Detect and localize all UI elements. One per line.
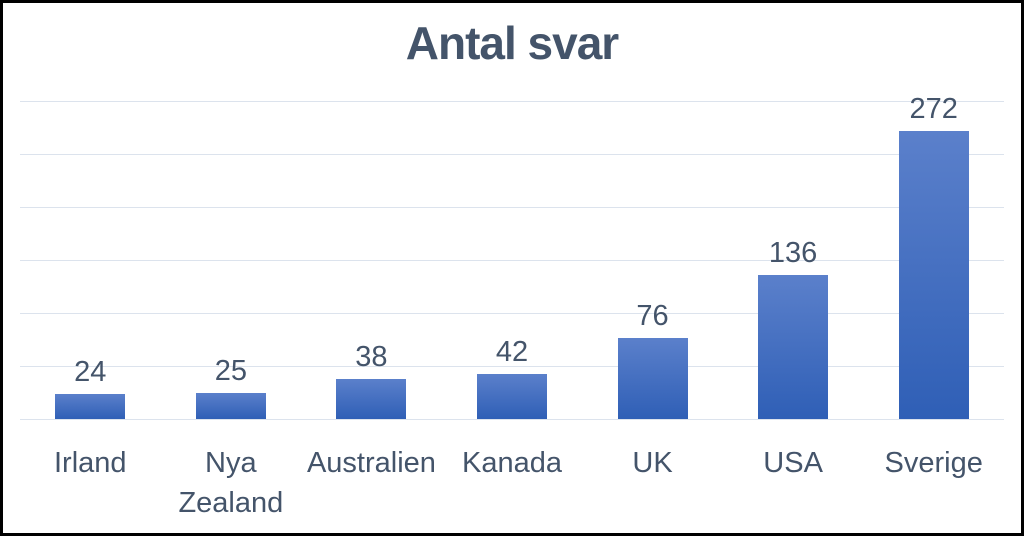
bar-value-label: 25 xyxy=(214,354,247,387)
bar-value-label: 38 xyxy=(355,340,388,373)
bar-sverige xyxy=(898,130,969,419)
category-label-kanada: Kanada xyxy=(461,447,562,479)
plot-area: 24 Irland 25 Nya Zealand 38 Australien 42 Kanad… xyxy=(3,3,1021,533)
y-gridline xyxy=(20,207,1004,208)
bar-irland xyxy=(55,393,126,419)
bar-australien xyxy=(336,378,407,419)
y-gridline xyxy=(20,101,1004,102)
y-gridline xyxy=(20,366,1004,367)
bar-value-label: 24 xyxy=(74,355,107,388)
category-label-nya-zealand: Nya Zealand xyxy=(178,447,284,519)
category-label-usa: USA xyxy=(763,447,823,479)
y-gridline xyxy=(20,154,1004,155)
category-label-australien: Australien xyxy=(306,447,436,479)
y-gridline xyxy=(20,419,1004,420)
bar-nya-zealand xyxy=(195,392,266,419)
bar-value-label: 76 xyxy=(636,300,669,333)
y-gridline xyxy=(20,313,1004,314)
y-gridline xyxy=(20,260,1004,261)
chart-title: Antal svar xyxy=(405,17,619,69)
bar-value-label: 136 xyxy=(768,236,818,269)
category-label-irland: Irland xyxy=(54,447,127,479)
bar-usa xyxy=(758,274,829,419)
bar-uk xyxy=(617,338,688,419)
category-label-sverige: Sverige xyxy=(884,447,983,479)
bar-value-label: 272 xyxy=(909,92,958,125)
bar-kanada xyxy=(477,374,547,419)
category-label-uk: UK xyxy=(632,447,673,479)
bar-value-label: 42 xyxy=(495,336,529,369)
